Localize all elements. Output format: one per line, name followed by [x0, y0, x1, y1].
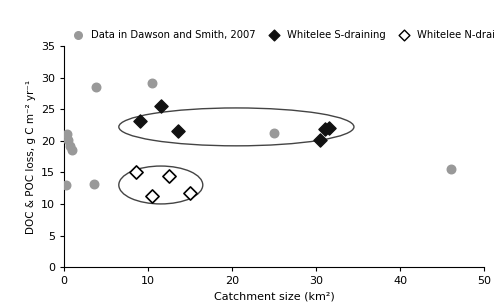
Whitelee S-draining: [325, 126, 333, 130]
Data in Dawson and Smith, 2007: [92, 85, 100, 90]
Whitelee S-draining: [157, 103, 165, 108]
Whitelee N-draining: [148, 194, 156, 199]
Whitelee S-draining: [174, 129, 182, 134]
Legend: Data in Dawson and Smith, 2007, Whitelee S-draining, Whitelee N-draining: Data in Dawson and Smith, 2007, Whitelee…: [64, 26, 494, 44]
X-axis label: Catchment size (km²): Catchment size (km²): [214, 292, 334, 302]
Whitelee N-draining: [165, 173, 173, 178]
Data in Dawson and Smith, 2007: [148, 80, 156, 85]
Data in Dawson and Smith, 2007: [64, 137, 72, 142]
Data in Dawson and Smith, 2007: [447, 167, 454, 172]
Data in Dawson and Smith, 2007: [270, 131, 278, 136]
Data in Dawson and Smith, 2007: [62, 183, 70, 188]
Data in Dawson and Smith, 2007: [68, 148, 76, 153]
Data in Dawson and Smith, 2007: [90, 181, 98, 186]
Y-axis label: DOC & POC loss, g C m⁻² yr⁻¹: DOC & POC loss, g C m⁻² yr⁻¹: [26, 80, 36, 234]
Whitelee N-draining: [186, 190, 194, 195]
Whitelee S-draining: [136, 118, 144, 123]
Whitelee S-draining: [317, 137, 325, 142]
Whitelee N-draining: [131, 170, 139, 175]
Whitelee S-draining: [321, 127, 329, 132]
Data in Dawson and Smith, 2007: [66, 143, 74, 148]
Data in Dawson and Smith, 2007: [63, 132, 71, 137]
